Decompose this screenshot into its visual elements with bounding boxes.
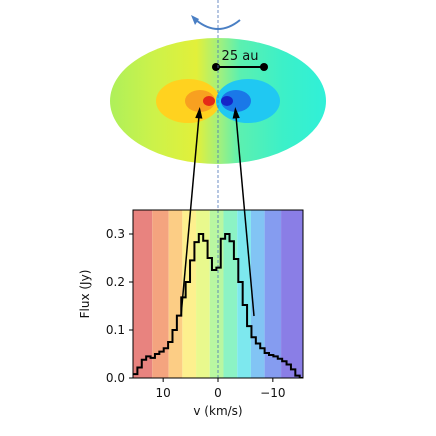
- velocity-band-4: [196, 210, 210, 378]
- velocity-band-1: [152, 210, 169, 378]
- y-tick-label: 0.3: [106, 227, 125, 241]
- x-tick-label: 10: [156, 386, 171, 400]
- blueshift-lobe-mid: [221, 90, 251, 112]
- connector-arrow-blue: [235, 115, 255, 317]
- velocity-band-9: [264, 210, 282, 378]
- velocity-band-2: [168, 210, 183, 378]
- connector-arrowhead-red: [195, 107, 203, 119]
- rotation-arrow-icon: [191, 15, 241, 30]
- y-axis-ticks: 0.0 0.1 0.2 0.3: [106, 227, 133, 385]
- connector-arrow-red: [180, 115, 200, 317]
- connector-arrowhead-blue: [232, 107, 240, 119]
- connector-arrows: [180, 107, 255, 317]
- y-tick-label: 0.2: [106, 275, 125, 289]
- x-tick-label: −10: [260, 386, 285, 400]
- x-axis-label: v (km/s): [193, 404, 242, 418]
- y-tick-label: 0.1: [106, 323, 125, 337]
- velocity-band-3: [182, 210, 197, 378]
- velocity-band-8: [250, 210, 265, 378]
- scale-bar-label: 25 au: [222, 49, 259, 64]
- x-axis-ticks: 10 0 −10: [156, 378, 286, 400]
- redshift-lobe-mid: [185, 90, 215, 112]
- x-tick-label: 0: [214, 386, 222, 400]
- spectrum-line: [133, 233, 303, 378]
- velocity-band-10: [281, 210, 303, 378]
- blueshift-lobe-inner: [221, 96, 233, 106]
- velocity-band-7: [237, 210, 251, 378]
- velocity-band-5: [209, 210, 224, 378]
- redshift-lobe-inner: [203, 96, 215, 106]
- y-axis-label: Flux (Jy): [78, 270, 92, 319]
- velocity-band-0: [133, 210, 153, 378]
- y-tick-label: 0.0: [106, 371, 125, 385]
